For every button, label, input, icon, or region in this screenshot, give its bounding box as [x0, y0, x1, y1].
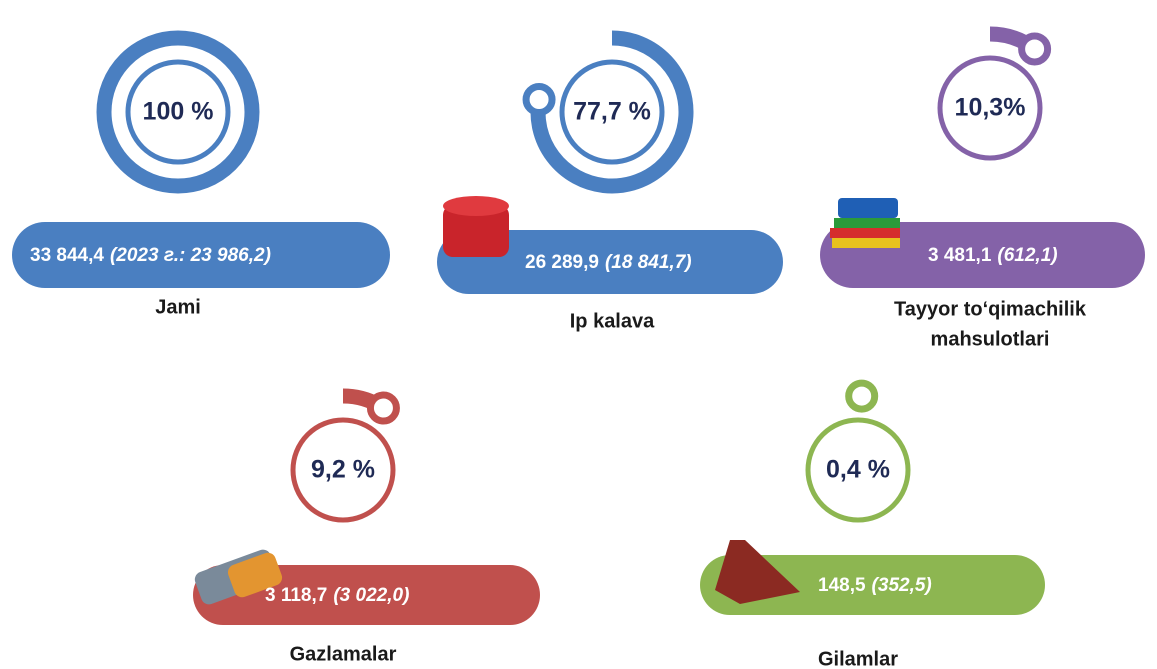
category-label: Gilamlar [818, 648, 898, 669]
value-pill [700, 555, 1045, 615]
clothes-icon [830, 198, 900, 248]
value-text: 148,5 (352,5) [818, 575, 932, 596]
value-text: 33 844,4 (2023 г.: 23 986,2) [30, 245, 271, 266]
previous-value: (2023 г.: 23 986,2) [110, 245, 271, 266]
percent-label: 9,2 % [311, 456, 375, 484]
value: 148,5 [818, 575, 866, 596]
value-pill [437, 230, 783, 294]
gauge-arc [530, 30, 694, 194]
yarn-icon [443, 196, 509, 257]
gauge-knob [845, 379, 879, 413]
value-pill [12, 222, 390, 288]
inner-ring [805, 417, 911, 523]
percent-label: 10,3% [955, 94, 1026, 122]
category-label: Gazlamalar [290, 643, 397, 665]
percent-label: 100 % [143, 98, 214, 126]
value: 33 844,4 [30, 245, 104, 266]
fabric-icon [194, 549, 283, 605]
category-label: Ip kalava [570, 310, 655, 332]
value-pill [820, 222, 1145, 288]
category-label: mahsulotlari [931, 328, 1050, 350]
category-label: Jami [155, 296, 201, 318]
value: 3 481,1 [928, 245, 992, 266]
carpet-icon [715, 540, 800, 604]
percent-label: 0,4 % [826, 456, 890, 484]
value-text: 26 289,9 (18 841,7) [525, 252, 692, 273]
inner-ring [937, 55, 1043, 161]
gauge-knob [366, 391, 400, 425]
value-text: 3 481,1 (612,1) [928, 245, 1058, 266]
inner-ring [125, 59, 231, 165]
previous-value: (18 841,7) [605, 252, 692, 273]
value-text: 3 118,7 (3 022,0) [265, 585, 409, 606]
category-label: Tayyor to‘qimachilik [894, 298, 1087, 320]
inner-ring [290, 417, 396, 523]
previous-value: (3 022,0) [333, 585, 409, 606]
percent-label: 77,7 % [573, 98, 651, 126]
gauge-knob [1018, 32, 1052, 66]
value: 3 118,7 [265, 585, 327, 606]
gauge-knob [522, 83, 556, 117]
gauge-arc [96, 30, 260, 194]
previous-value: (612,1) [997, 245, 1057, 266]
value: 26 289,9 [525, 252, 599, 273]
inner-ring [559, 59, 665, 165]
previous-value: (352,5) [872, 575, 932, 596]
